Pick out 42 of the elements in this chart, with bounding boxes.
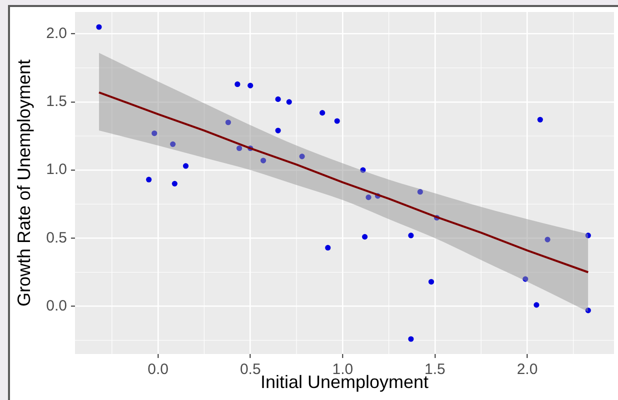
y-tick-label: 0.0 — [46, 297, 67, 314]
point — [260, 158, 266, 164]
x-tick-label: 1.0 — [332, 361, 354, 378]
y-tick-label: 0.5 — [46, 229, 67, 246]
point — [170, 141, 176, 147]
x-tick-label: 2.0 — [516, 361, 538, 378]
x-tick-label: 0.5 — [240, 361, 261, 378]
point — [537, 116, 543, 122]
point — [299, 154, 305, 160]
point — [544, 236, 550, 242]
point — [334, 118, 340, 124]
point — [225, 120, 232, 126]
point — [172, 180, 178, 186]
point — [362, 234, 368, 240]
point — [428, 278, 434, 285]
point — [408, 336, 414, 342]
point — [325, 244, 331, 251]
point — [152, 130, 158, 136]
point — [275, 96, 281, 102]
point — [286, 99, 292, 105]
point — [234, 81, 240, 88]
x-tick-label: 1.5 — [424, 361, 446, 378]
point — [96, 24, 102, 30]
x-tick-label: 0.0 — [148, 361, 168, 378]
y-axis-title: Growth Rate of Unemployment — [14, 59, 34, 307]
point — [585, 232, 591, 238]
point — [146, 176, 152, 182]
point — [236, 145, 242, 152]
point — [522, 276, 528, 282]
point — [408, 232, 414, 238]
point — [182, 163, 189, 169]
point — [320, 110, 326, 116]
point — [585, 308, 591, 314]
point — [248, 82, 254, 88]
y-tick-label: 1.5 — [46, 93, 67, 110]
point — [360, 167, 366, 173]
point — [534, 302, 540, 308]
point — [275, 128, 281, 134]
y-tick-label: 1.0 — [46, 161, 67, 178]
point — [417, 189, 423, 195]
y-tick-label: 2.0 — [46, 24, 67, 42]
point — [366, 194, 372, 200]
